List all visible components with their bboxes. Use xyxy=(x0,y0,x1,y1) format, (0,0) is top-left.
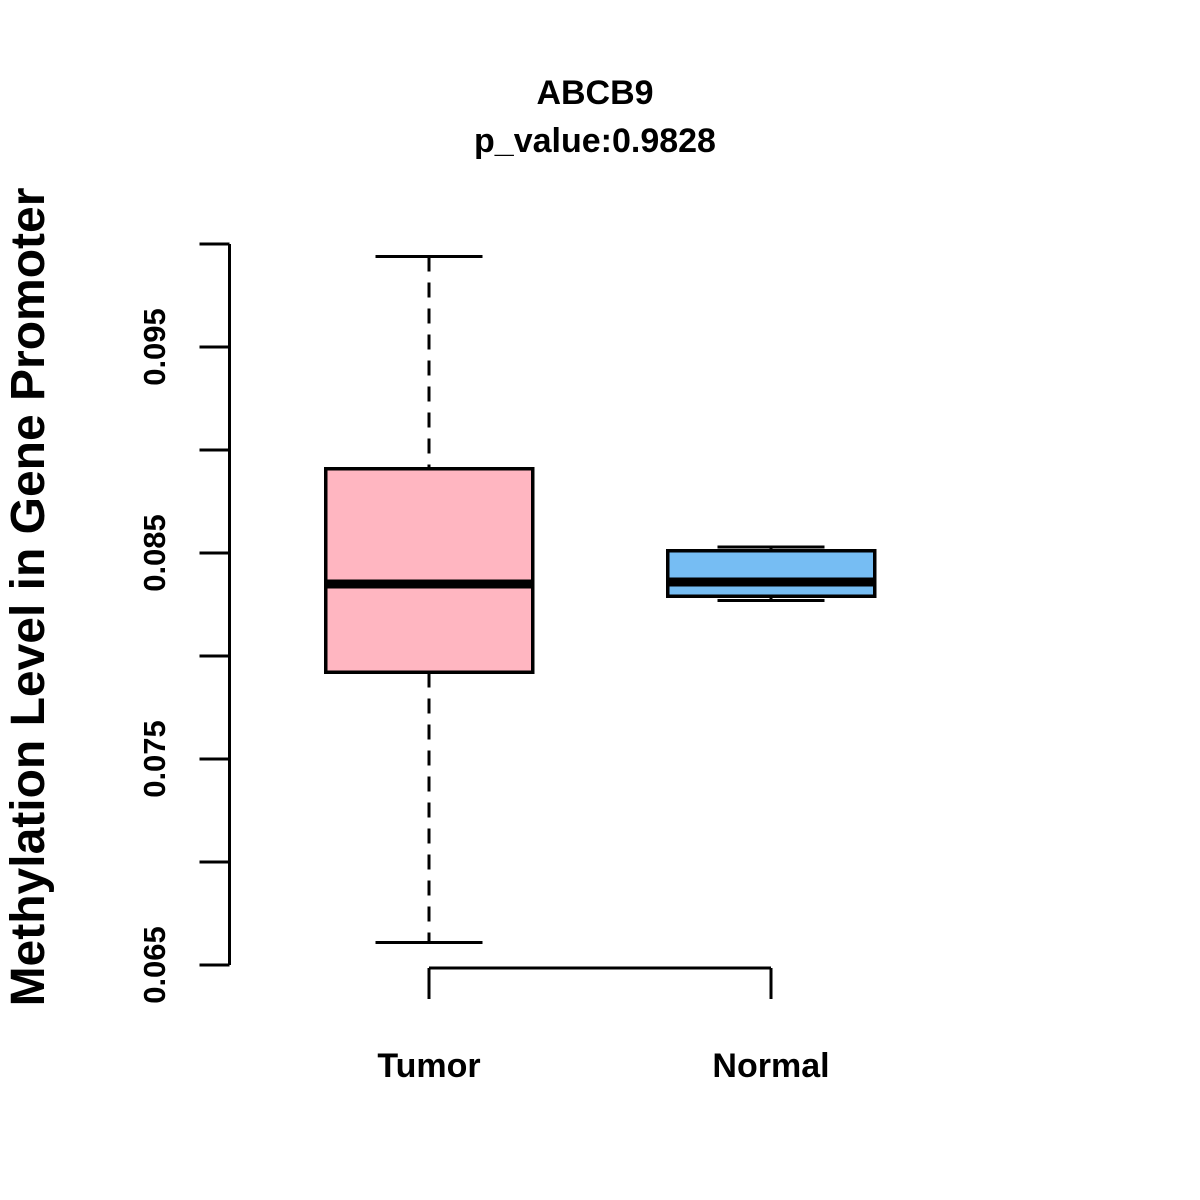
chart-title: ABCB9 xyxy=(536,74,653,112)
tumor-boxplot-group xyxy=(323,254,535,944)
x-category-label-tumor: Tumor xyxy=(377,1047,480,1085)
y-tick-label: 0.075 xyxy=(137,720,172,798)
axes-layer: 0.095 0.085 0.075 0.065 Tumor Normal xyxy=(137,242,830,1085)
y-tick-label: 0.065 xyxy=(137,926,172,1004)
normal-box xyxy=(665,549,877,599)
normal-boxplot-group xyxy=(665,545,877,602)
y-tick-label: 0.085 xyxy=(137,514,172,592)
tumor-box xyxy=(323,466,535,675)
chart-subtitle: p_value:0.9828 xyxy=(474,122,716,160)
y-axis-label: Methylation Level in Gene Promoter xyxy=(2,188,55,1007)
x-category-label-normal: Normal xyxy=(712,1047,829,1085)
y-tick-label: 0.095 xyxy=(137,308,172,386)
boxes-layer xyxy=(323,254,877,944)
